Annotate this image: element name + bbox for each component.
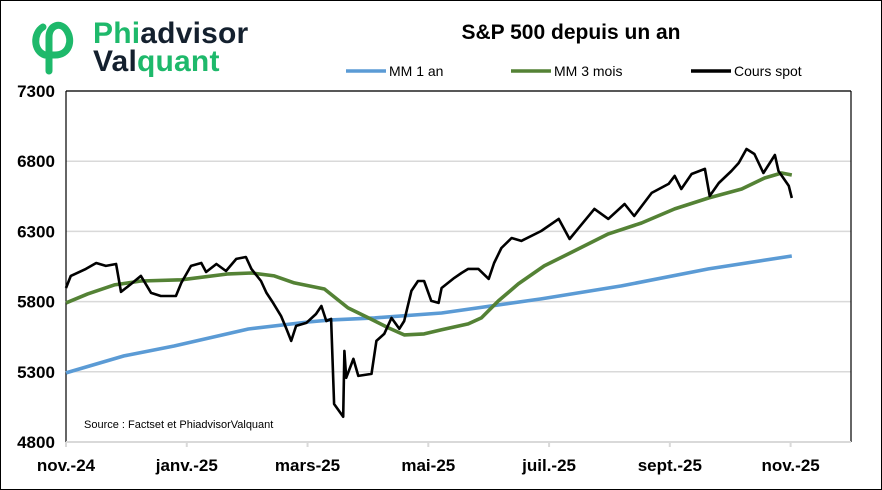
x-tick-label: nov.-24 bbox=[37, 456, 96, 475]
series-lines bbox=[64, 147, 794, 418]
legend-label: MM 3 mois bbox=[554, 63, 622, 79]
chart-title: S&P 500 depuis un an bbox=[461, 21, 680, 44]
logo-line1: Phiadvisor bbox=[93, 19, 248, 49]
logo-quant: quant bbox=[136, 45, 220, 78]
axes: 4800 5300 5800 6300 6800 7300 nov.-24 janv.-25 m… bbox=[17, 82, 852, 475]
gridlines bbox=[66, 90, 851, 373]
x-tick-label: juil.-25 bbox=[521, 456, 576, 475]
y-tick-label: 6300 bbox=[17, 222, 55, 241]
x-tick-label: janv.-25 bbox=[155, 456, 218, 475]
y-tick-label: 5300 bbox=[17, 363, 55, 382]
legend: MM 1 an MM 3 mois Cours spot bbox=[346, 63, 802, 79]
logo-phi: Phi bbox=[93, 17, 141, 50]
y-tick-label: 4800 bbox=[17, 433, 55, 452]
logo-mark-icon bbox=[32, 21, 74, 75]
logo-val: Val bbox=[93, 45, 137, 78]
x-tick-label: mars-25 bbox=[275, 456, 340, 475]
y-tick-label: 5800 bbox=[17, 293, 55, 312]
source-annotation: Source : Factset et PhiadvisorValquant bbox=[84, 419, 273, 431]
x-tick-label: nov.-25 bbox=[761, 456, 819, 475]
series-line-mm-3-mois bbox=[65, 171, 793, 337]
series-line-cours-spot bbox=[64, 147, 794, 418]
legend-label: MM 1 an bbox=[389, 63, 443, 79]
series-line-mm-1-an bbox=[65, 254, 793, 375]
y-tick-label: 6800 bbox=[17, 152, 55, 171]
x-tick-label: sept.-25 bbox=[638, 456, 702, 475]
legend-label: Cours spot bbox=[734, 63, 802, 79]
y-tick-label: 7300 bbox=[17, 82, 55, 101]
x-tick-label: mai-25 bbox=[401, 456, 455, 475]
logo-line2: Valquant bbox=[93, 47, 220, 77]
logo-advisor: advisor bbox=[140, 17, 249, 50]
